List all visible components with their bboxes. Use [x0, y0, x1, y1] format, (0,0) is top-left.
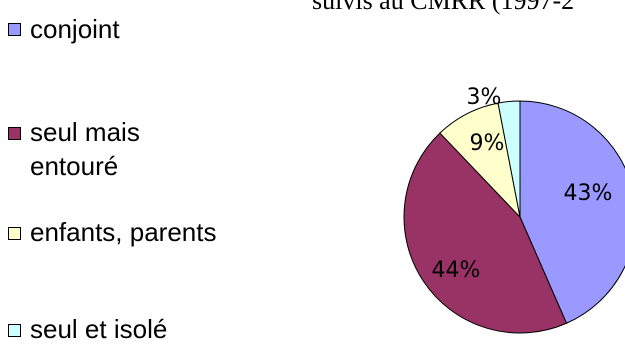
legend-label-enfants-parents: enfants, parents — [30, 217, 217, 247]
chart-legend: conjoint seul mais entouré enfants, pare… — [8, 0, 308, 345]
legend-label-seul-mais-entoure: seul mais entouré — [30, 117, 140, 181]
pie-slice-3 — [497, 100, 521, 218]
chart-title-fragment: suivis au CMRR (1997-2 — [312, 0, 575, 15]
pie-label-2: 9% — [470, 131, 505, 156]
legend-swatch-enfants-parents — [8, 227, 21, 240]
legend-label-seul-et-isole: seul et isolé — [30, 314, 168, 344]
pie-slice-0 — [519, 100, 625, 324]
legend-swatch-conjoint — [8, 23, 21, 36]
pie-slice-1 — [403, 132, 568, 334]
legend-label-conjoint: conjoint — [30, 14, 120, 44]
pie-label-1: 44% — [432, 258, 481, 283]
legend-swatch-seul-et-isole — [8, 324, 21, 337]
pie-label-3: 3% — [467, 85, 502, 110]
pie-label-0: 43% — [564, 181, 613, 206]
legend-swatch-seul-mais-entoure — [8, 127, 21, 140]
